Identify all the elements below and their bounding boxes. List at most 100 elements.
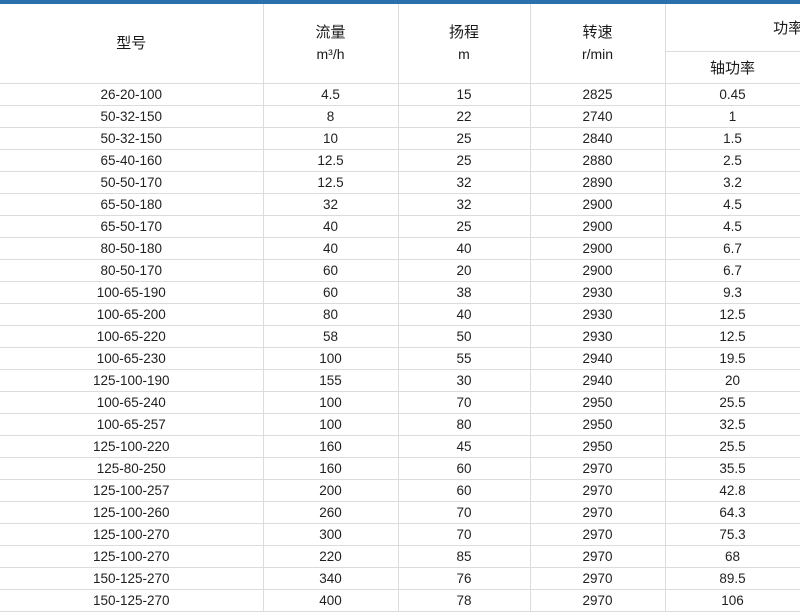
cell-shaft-power: 20: [665, 369, 800, 392]
cell-flow: 40: [263, 215, 399, 238]
cell-model: 100-65-240: [0, 391, 264, 414]
cell-flow: 260: [263, 501, 399, 524]
cell-flow: 200: [263, 479, 399, 502]
cell-model: 65-50-180: [0, 193, 264, 216]
column-header-speed-unit: r/min: [581, 46, 614, 63]
cell-head: 70: [398, 391, 531, 414]
cell-flow: 58: [263, 325, 399, 348]
table-header: 型号 流量 m³/h 扬程 m 转速 r/min 功率KW 轴功率 配用功率: [0, 2, 800, 84]
cell-flow: 40: [263, 237, 399, 260]
cell-shaft-power: 75.3: [665, 523, 800, 546]
column-header-model: 型号: [0, 2, 264, 84]
cell-model: 80-50-170: [0, 259, 264, 282]
cell-flow: 100: [263, 391, 399, 414]
cell-model: 100-65-220: [0, 325, 264, 348]
cell-flow: 8: [263, 105, 399, 128]
cell-shaft-power: 1: [665, 105, 800, 128]
cell-head: 45: [398, 435, 531, 458]
cell-flow: 400: [263, 589, 399, 612]
cell-flow: 12.5: [263, 171, 399, 194]
cell-flow: 155: [263, 369, 399, 392]
cell-head: 60: [398, 457, 531, 480]
cell-flow: 300: [263, 523, 399, 546]
cell-flow: 100: [263, 413, 399, 436]
cell-head: 60: [398, 479, 531, 502]
cell-shaft-power: 1.5: [665, 127, 800, 150]
column-header-speed: 转速 r/min: [530, 2, 666, 84]
header-row-primary: 型号 流量 m³/h 扬程 m 转速 r/min 功率KW: [0, 2, 800, 84]
cell-speed: 2970: [530, 567, 666, 590]
cell-speed: 2880: [530, 149, 666, 172]
cell-model: 125-80-250: [0, 457, 264, 480]
cell-shaft-power: 6.7: [665, 237, 800, 260]
cell-shaft-power: 6.7: [665, 259, 800, 282]
cell-flow: 32: [263, 193, 399, 216]
cell-model: 150-125-270: [0, 567, 264, 590]
table-row: 150-125-270400782970106132: [0, 589, 800, 612]
column-header-power-group: 功率KW: [665, 2, 800, 52]
cell-model: 100-65-200: [0, 303, 264, 326]
cell-head: 80: [398, 413, 531, 436]
column-header-head-unit: m: [458, 46, 470, 63]
cell-head: 40: [398, 237, 531, 260]
cell-head: 32: [398, 193, 531, 216]
cell-shaft-power: 68: [665, 545, 800, 568]
cell-speed: 2740: [530, 105, 666, 128]
column-header-speed-label: 转速: [582, 24, 613, 42]
cell-flow: 10: [263, 127, 399, 150]
cell-speed: 2970: [530, 457, 666, 480]
cell-head: 25: [398, 127, 531, 150]
column-header-head: 扬程 m: [398, 2, 531, 84]
cell-shaft-power: 9.3: [665, 281, 800, 304]
cell-shaft-power: 64.3: [665, 501, 800, 524]
cell-head: 50: [398, 325, 531, 348]
cell-head: 25: [398, 215, 531, 238]
cell-model: 125-100-190: [0, 369, 264, 392]
cell-speed: 2890: [530, 171, 666, 194]
table-row: 125-100-2702208529706890: [0, 545, 800, 568]
cell-speed: 2930: [530, 303, 666, 326]
cell-shaft-power: 42.8: [665, 479, 800, 502]
cell-shaft-power: 0.45: [665, 83, 800, 106]
column-header-flow-label: 流量: [315, 24, 346, 42]
table-row: 50-32-150822274011.5: [0, 105, 800, 128]
cell-speed: 2900: [530, 215, 666, 238]
cell-flow: 80: [263, 303, 399, 326]
cell-model: 50-50-170: [0, 171, 264, 194]
cell-speed: 2940: [530, 347, 666, 370]
cell-speed: 2970: [530, 589, 666, 612]
cell-flow: 4.5: [263, 83, 399, 106]
cell-head: 15: [398, 83, 531, 106]
cell-flow: 220: [263, 545, 399, 568]
cell-head: 70: [398, 501, 531, 524]
cell-speed: 2900: [530, 193, 666, 216]
cell-head: 25: [398, 149, 531, 172]
cell-flow: 60: [263, 259, 399, 282]
cell-flow: 160: [263, 435, 399, 458]
cell-model: 80-50-180: [0, 237, 264, 260]
cell-head: 22: [398, 105, 531, 128]
cell-head: 30: [398, 369, 531, 392]
cell-speed: 2900: [530, 259, 666, 282]
cell-head: 76: [398, 567, 531, 590]
header-row-secondary: 轴功率 配用功率: [0, 51, 800, 84]
cell-model: 100-65-257: [0, 413, 264, 436]
cell-speed: 2950: [530, 413, 666, 436]
cell-model: 26-20-100: [0, 83, 264, 106]
cell-model: 125-100-270: [0, 545, 264, 568]
cell-speed: 2970: [530, 501, 666, 524]
cell-head: 70: [398, 523, 531, 546]
